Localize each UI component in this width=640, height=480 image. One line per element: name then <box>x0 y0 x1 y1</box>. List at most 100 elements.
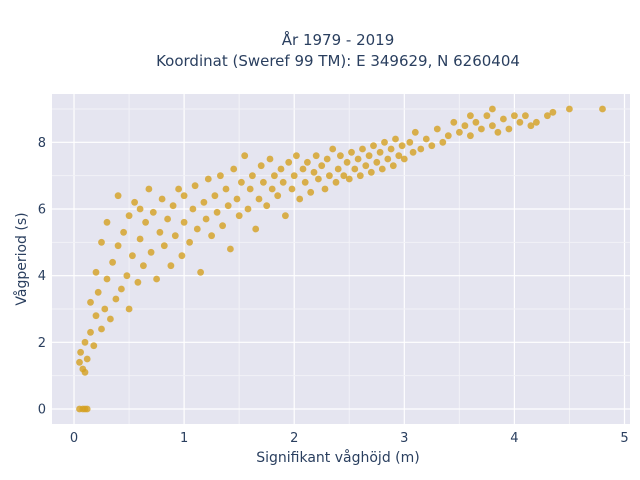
data-point <box>94 288 102 296</box>
data-point <box>387 145 395 153</box>
data-point <box>500 115 507 123</box>
data-point <box>277 165 285 173</box>
data-point <box>255 195 263 203</box>
data-point <box>235 212 243 220</box>
data-point <box>191 182 199 190</box>
data-point <box>211 192 219 200</box>
data-point <box>381 138 388 146</box>
x-tick-label: 0 <box>70 431 78 446</box>
data-point <box>249 172 256 180</box>
data-point <box>271 172 278 180</box>
data-point <box>90 342 98 350</box>
data-point <box>76 358 83 366</box>
data-point <box>149 208 157 216</box>
data-point <box>527 122 535 130</box>
data-point <box>334 165 342 173</box>
data-point <box>505 125 513 133</box>
data-point <box>107 315 114 323</box>
data-point <box>268 185 276 193</box>
data-point <box>160 242 168 250</box>
data-point <box>140 262 147 270</box>
data-point <box>428 142 436 150</box>
x-tick-label: 2 <box>290 431 298 446</box>
data-point <box>120 228 127 236</box>
data-point <box>304 158 311 166</box>
data-point <box>439 138 447 146</box>
data-point <box>332 178 340 186</box>
data-point <box>180 192 188 200</box>
data-point <box>318 162 326 170</box>
data-point <box>329 145 337 153</box>
data-point <box>77 348 84 356</box>
data-point <box>356 172 364 180</box>
data-point <box>98 238 105 246</box>
data-point <box>384 155 392 163</box>
data-point <box>549 108 557 116</box>
chart-title-line-1: År 1979 - 2019 <box>282 30 395 49</box>
data-point <box>345 175 353 183</box>
data-point <box>103 275 111 283</box>
y-tick-label: 6 <box>38 203 46 218</box>
data-point <box>246 185 254 193</box>
data-point <box>230 165 238 173</box>
data-point <box>511 112 518 120</box>
y-tick-labels: 0 2 4 6 8 <box>38 136 46 418</box>
data-point <box>411 128 419 136</box>
data-point <box>533 118 540 126</box>
data-point <box>114 192 122 200</box>
data-point <box>489 122 496 130</box>
data-point <box>118 285 125 293</box>
data-point <box>392 135 399 143</box>
data-point <box>409 148 417 156</box>
x-tick-label: 4 <box>510 431 518 446</box>
data-point <box>516 118 524 126</box>
data-point <box>81 338 89 346</box>
data-point <box>112 295 120 303</box>
chart-title-line-2: Koordinat (Sweref 99 TM): E 349629, N 62… <box>156 52 520 70</box>
y-tick-label: 2 <box>38 336 46 351</box>
data-point <box>310 168 318 176</box>
data-point <box>178 252 186 260</box>
data-point <box>472 118 480 126</box>
data-point <box>171 232 179 240</box>
data-point <box>373 158 381 166</box>
data-point <box>422 135 430 143</box>
data-point <box>359 145 366 153</box>
data-point <box>241 152 249 160</box>
plot-area <box>52 94 630 424</box>
data-point <box>186 238 194 246</box>
data-point <box>274 192 282 200</box>
data-point <box>483 112 491 120</box>
x-tick-label: 3 <box>400 431 408 446</box>
y-tick-label: 8 <box>38 136 46 151</box>
data-point <box>233 195 241 203</box>
data-point <box>343 158 351 166</box>
x-tick-labels: 0 1 2 3 4 5 <box>70 431 629 446</box>
data-point <box>395 152 403 160</box>
data-point <box>189 205 197 213</box>
data-point <box>433 125 441 133</box>
data-point <box>312 152 320 160</box>
data-point <box>217 172 224 180</box>
data-point <box>92 268 100 276</box>
data-point <box>142 218 150 226</box>
data-point <box>222 185 230 193</box>
data-point <box>200 198 208 206</box>
data-point <box>362 162 370 170</box>
data-point <box>290 172 298 180</box>
data-point <box>81 368 89 376</box>
data-point <box>398 142 406 150</box>
data-point <box>522 112 529 120</box>
data-point <box>129 252 136 260</box>
data-point <box>260 178 267 186</box>
data-point <box>370 142 377 150</box>
data-point <box>461 122 469 130</box>
data-point <box>103 218 111 226</box>
data-point <box>219 222 227 230</box>
data-point <box>257 162 265 170</box>
data-point <box>321 185 329 193</box>
data-point <box>296 195 304 203</box>
data-point <box>227 245 234 253</box>
data-point <box>467 132 474 140</box>
